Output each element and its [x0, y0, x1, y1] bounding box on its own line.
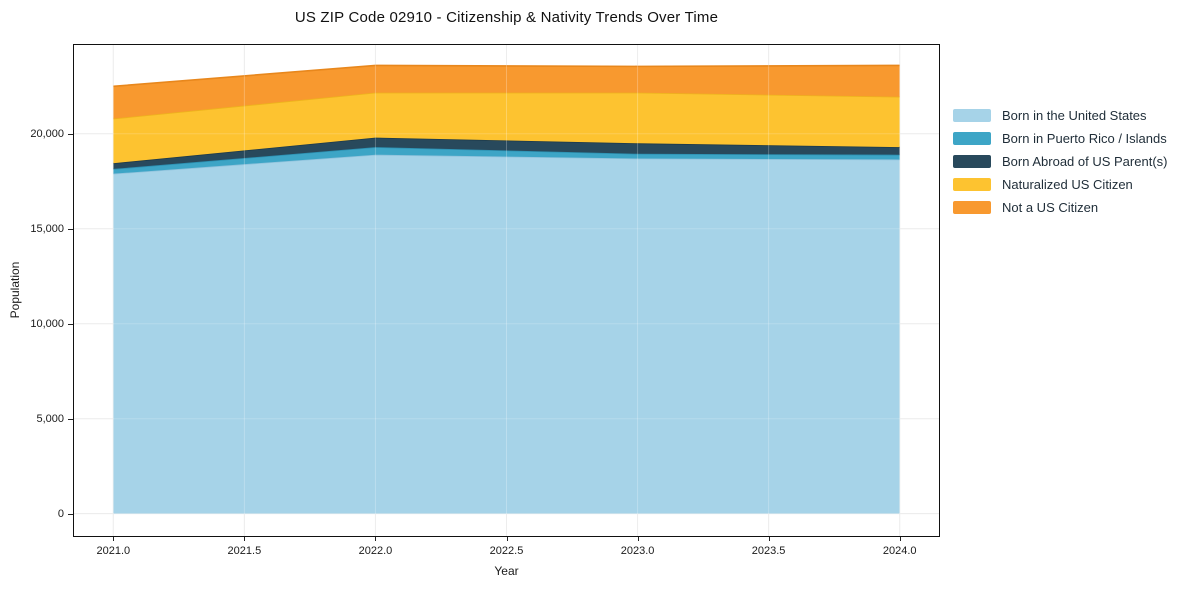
legend-item-born-in-puerto-rico-islands: Born in Puerto Rico / Islands [953, 127, 1167, 150]
y-tick-mark [68, 418, 73, 420]
legend-label: Naturalized US Citizen [1002, 177, 1133, 192]
area-fill [113, 154, 900, 514]
area-fill [113, 147, 900, 174]
area-fill [113, 92, 900, 164]
plot-area [73, 44, 940, 537]
y-tick-mark [68, 133, 73, 135]
legend-label: Born Abroad of US Parent(s) [1002, 154, 1168, 169]
y-axis-label: Population [8, 261, 22, 319]
x-tick-label: 2022.0 [358, 545, 393, 557]
x-tick-mark [375, 537, 377, 541]
stacked-area-svg [74, 45, 939, 536]
legend-item-naturalized-us-citizen: Naturalized US Citizen [953, 173, 1167, 196]
gridline-overlay [74, 45, 939, 536]
y-tick-label: 0 [57, 507, 64, 520]
x-tick-label: 2021.5 [227, 545, 262, 557]
y-tick-label: 15,000 [30, 222, 64, 235]
x-tick-mark [899, 537, 901, 541]
legend-label: Born in Puerto Rico / Islands [1002, 131, 1167, 146]
area-fill [113, 65, 900, 119]
legend-item-born-in-the-united-states: Born in the United States [953, 104, 1167, 127]
legend-swatch-icon [953, 201, 991, 214]
x-tick-label: 2023.0 [620, 545, 655, 557]
x-tick-mark [113, 537, 115, 541]
x-tick-mark [506, 537, 508, 541]
legend-swatch-icon [953, 132, 991, 145]
x-tick-label: 2022.5 [489, 545, 524, 557]
x-tick-mark [637, 537, 639, 541]
area-not-a-us-citizen [113, 64, 900, 119]
x-tick-mark [768, 537, 770, 541]
y-tick-label: 5,000 [36, 412, 64, 425]
area-top-edge [113, 136, 900, 165]
legend-label: Born in the United States [1002, 108, 1147, 123]
legend-label: Not a US Citizen [1002, 200, 1099, 215]
x-tick-label: 2023.5 [751, 545, 786, 557]
legend-swatch-icon [953, 178, 991, 191]
legend-item-born-abroad-of-us-parent-s: Born Abroad of US Parent(s) [953, 150, 1167, 173]
chart-title: US ZIP Code 02910 - Citizenship & Nativi… [294, 9, 719, 26]
y-tick-mark [68, 513, 73, 515]
y-tick-label: 20,000 [30, 127, 64, 140]
x-tick-label: 2021.0 [96, 545, 131, 557]
legend-swatch-icon [953, 155, 991, 168]
x-axis-label: Year [494, 564, 519, 578]
x-tick-label: 2024.0 [882, 545, 917, 557]
y-tick-mark [68, 228, 73, 230]
area-born-abroad-of-us-parent-s [113, 136, 900, 169]
y-tick-mark [68, 323, 73, 325]
x-tick-mark [244, 537, 246, 541]
legend: Born in the United States Born in Puerto … [953, 104, 1167, 219]
y-tick-label: 10,000 [30, 317, 64, 330]
area-fill [113, 137, 900, 169]
legend-item-not-a-us-citizen: Not a US Citizen [953, 196, 1167, 219]
area-top-edge [113, 64, 900, 88]
legend-swatch-icon [953, 109, 991, 122]
